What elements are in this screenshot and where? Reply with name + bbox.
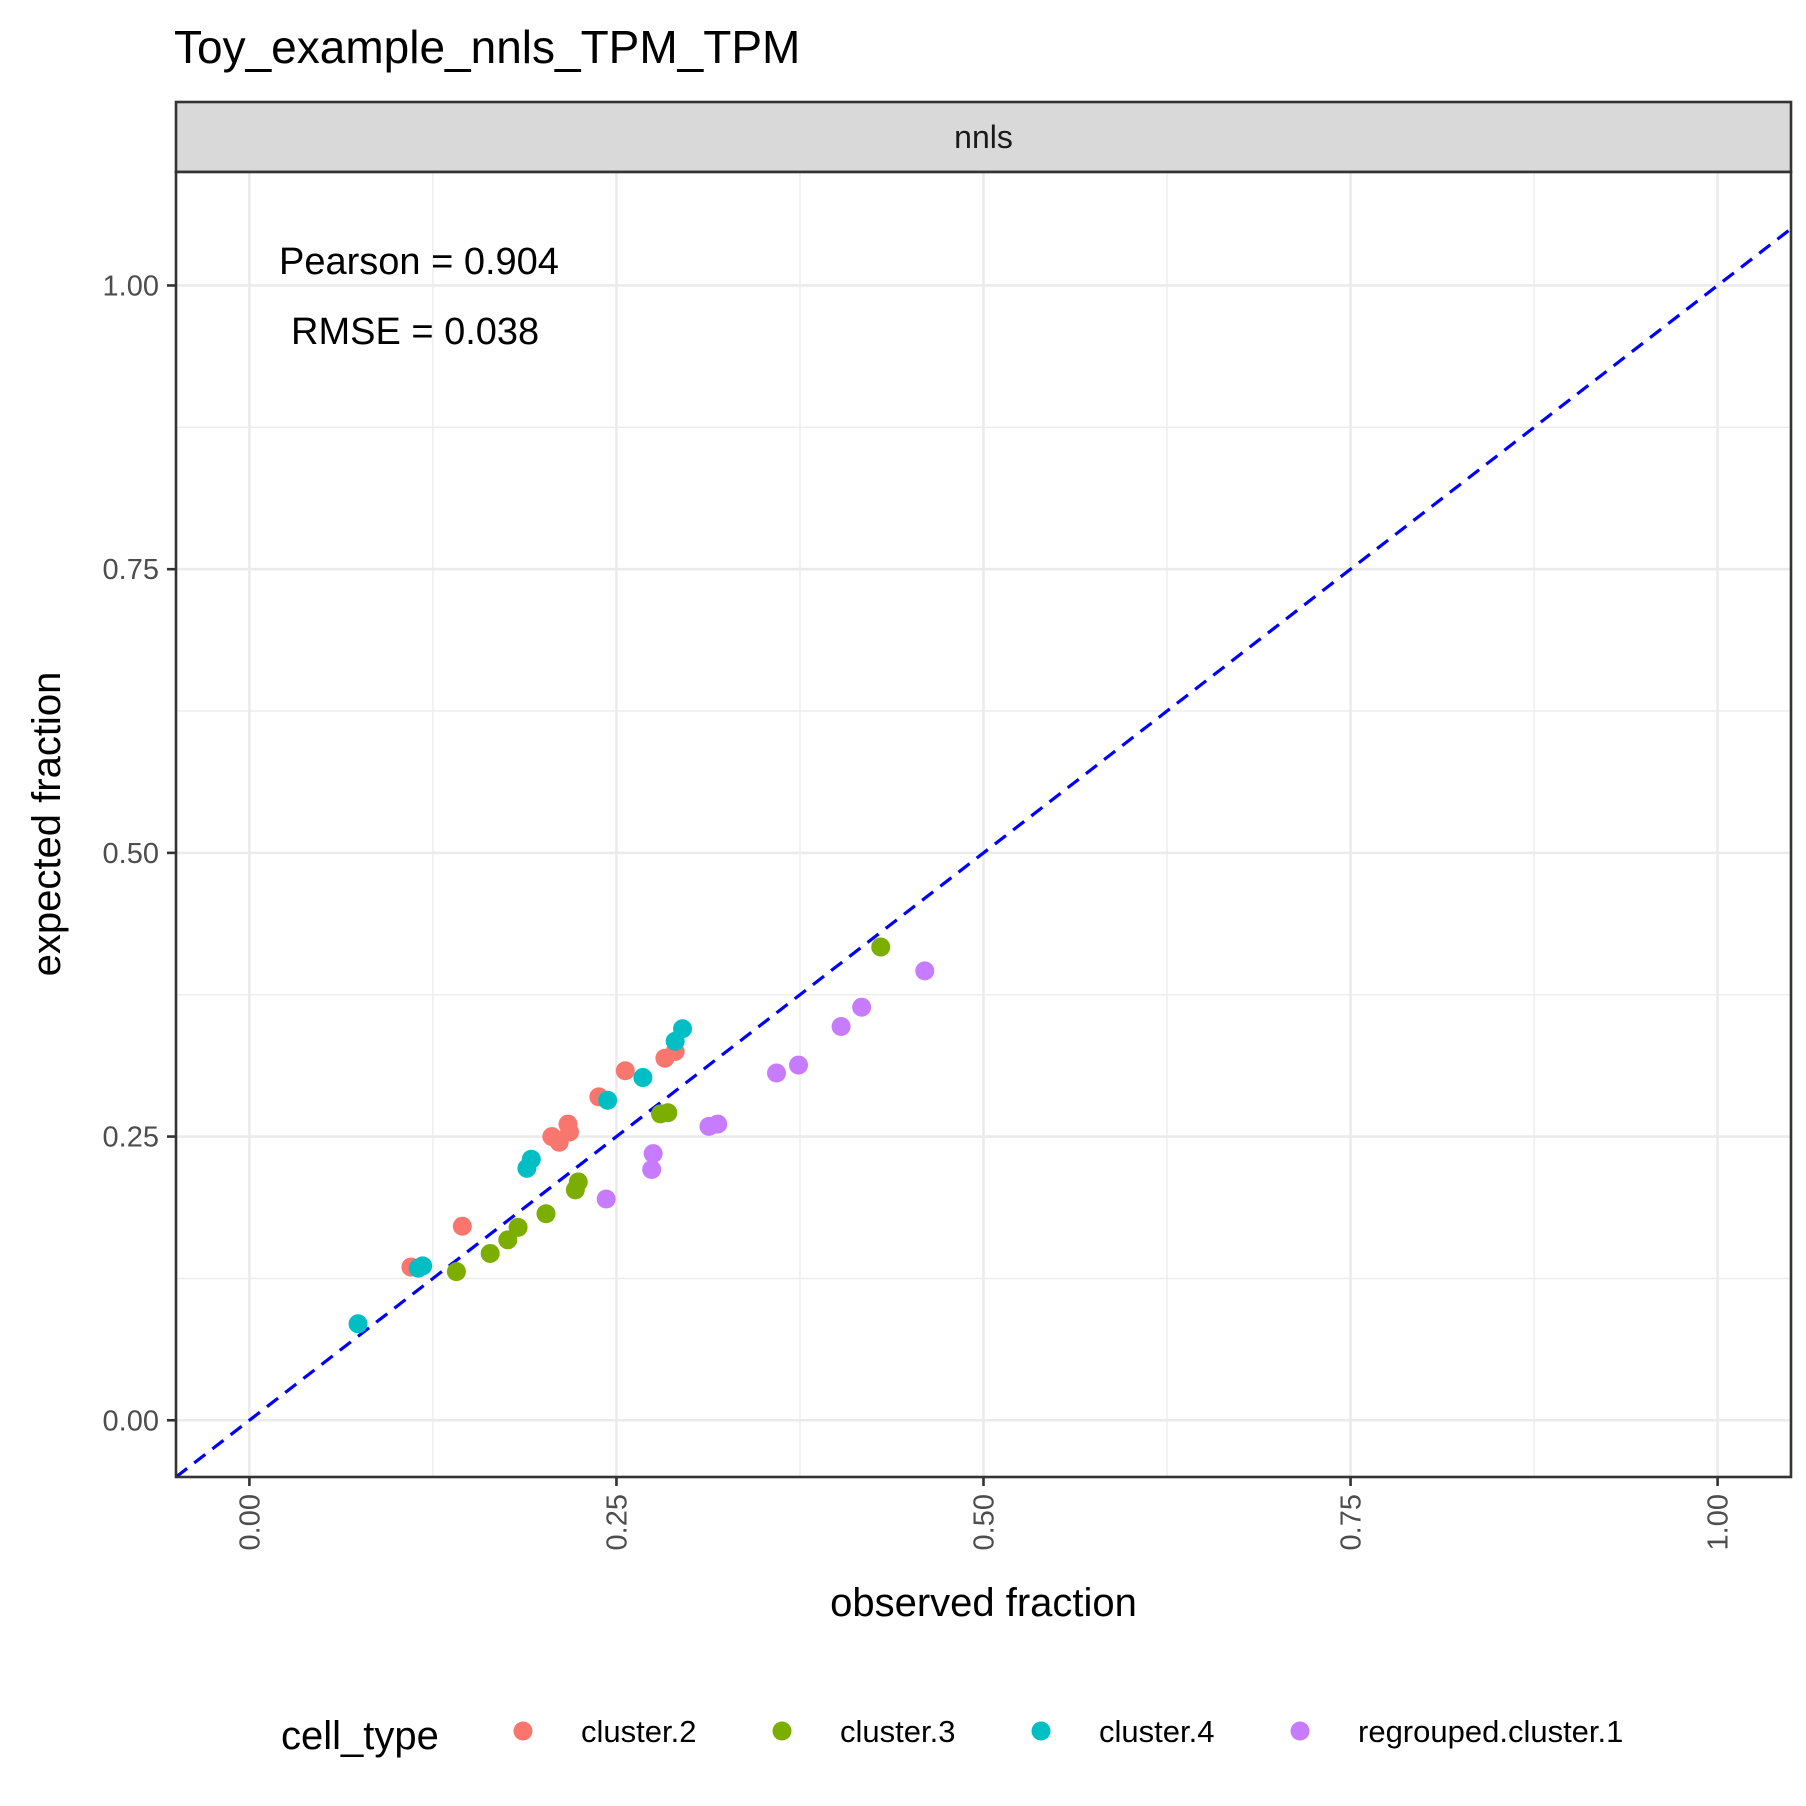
legend-key <box>513 1721 533 1741</box>
x-tick-label: 1.00 <box>1703 1494 1735 1550</box>
legend-item-cluster-4: cluster.4 <box>1031 1714 1214 1749</box>
chart-title: Toy_example_nnls_TPM_TPM <box>174 21 800 73</box>
data-point <box>413 1256 433 1276</box>
x-tick-label: 0.50 <box>969 1494 1001 1550</box>
data-point <box>831 1016 851 1036</box>
data-point <box>521 1149 541 1169</box>
series-regrouped-cluster-1 <box>596 961 935 1209</box>
facet-strip-label: nnls <box>954 119 1013 155</box>
data-point <box>789 1055 809 1075</box>
reference-line <box>175 227 1792 1479</box>
data-point <box>480 1243 500 1263</box>
data-point <box>673 1019 693 1039</box>
legend-item-cluster-3: cluster.3 <box>772 1714 955 1749</box>
series-cluster-3 <box>446 937 891 1282</box>
legend-items: cluster.2 cluster.3 cluster.4 regrouped.clu… <box>513 1714 1623 1749</box>
data-point <box>871 937 891 957</box>
y-axis-title: expected fraction <box>25 672 69 977</box>
legend-item-regrouped-cluster-1: regrouped.cluster.1 <box>1290 1714 1623 1749</box>
series-cluster-4 <box>348 1019 693 1334</box>
legend-key <box>772 1721 792 1741</box>
x-tick-label: 0.75 <box>1336 1494 1368 1550</box>
facet-strip <box>174 100 1793 174</box>
data-point <box>596 1189 616 1209</box>
data-point <box>348 1314 368 1334</box>
data-point <box>643 1144 663 1164</box>
data-point <box>498 1230 518 1250</box>
data-point <box>559 1122 579 1142</box>
legend-item-cluster-2: cluster.2 <box>513 1714 696 1749</box>
data-point <box>568 1172 588 1192</box>
data-point <box>508 1217 528 1237</box>
y-tick-label: 0.00 <box>103 1405 159 1437</box>
data-point <box>615 1061 635 1081</box>
x-axis: 0.00 0.25 0.50 0.75 1.00 <box>234 1477 1735 1550</box>
rmse-annotation: RMSE = 0.038 <box>291 311 539 353</box>
legend-label: regrouped.cluster.1 <box>1358 1714 1623 1749</box>
legend-key <box>1031 1721 1051 1741</box>
data-point <box>766 1063 786 1083</box>
y-axis: 0.00 0.25 0.50 0.75 1.00 <box>103 270 176 1437</box>
data-point <box>452 1216 472 1236</box>
data-point <box>598 1090 618 1110</box>
x-axis-title: observed fraction <box>830 1581 1137 1625</box>
data-point <box>658 1103 678 1123</box>
legend-label: cluster.2 <box>581 1714 696 1749</box>
x-tick-label: 0.00 <box>234 1494 266 1550</box>
data-point <box>536 1204 556 1224</box>
data-point <box>633 1068 653 1088</box>
legend-label: cluster.3 <box>840 1714 955 1749</box>
data-point <box>852 997 872 1017</box>
pearson-annotation: Pearson = 0.904 <box>279 241 559 283</box>
data-point <box>446 1262 466 1282</box>
x-tick-label: 0.25 <box>601 1494 633 1550</box>
data-point <box>708 1114 728 1134</box>
y-tick-label: 0.25 <box>103 1122 159 1154</box>
y-tick-label: 0.75 <box>103 554 159 586</box>
legend: cell_type cluster.2 cluster.3 cluster.4 reg… <box>281 1714 1623 1758</box>
data-points <box>348 937 935 1334</box>
data-point <box>915 961 935 981</box>
legend-title: cell_type <box>281 1714 439 1758</box>
legend-label: cluster.4 <box>1099 1714 1214 1749</box>
legend-key <box>1290 1721 1310 1741</box>
plot-panel <box>174 170 1793 1479</box>
y-tick-label: 1.00 <box>103 270 159 302</box>
identity-line <box>175 227 1792 1479</box>
data-point <box>642 1159 662 1179</box>
y-tick-label: 0.50 <box>103 838 159 870</box>
